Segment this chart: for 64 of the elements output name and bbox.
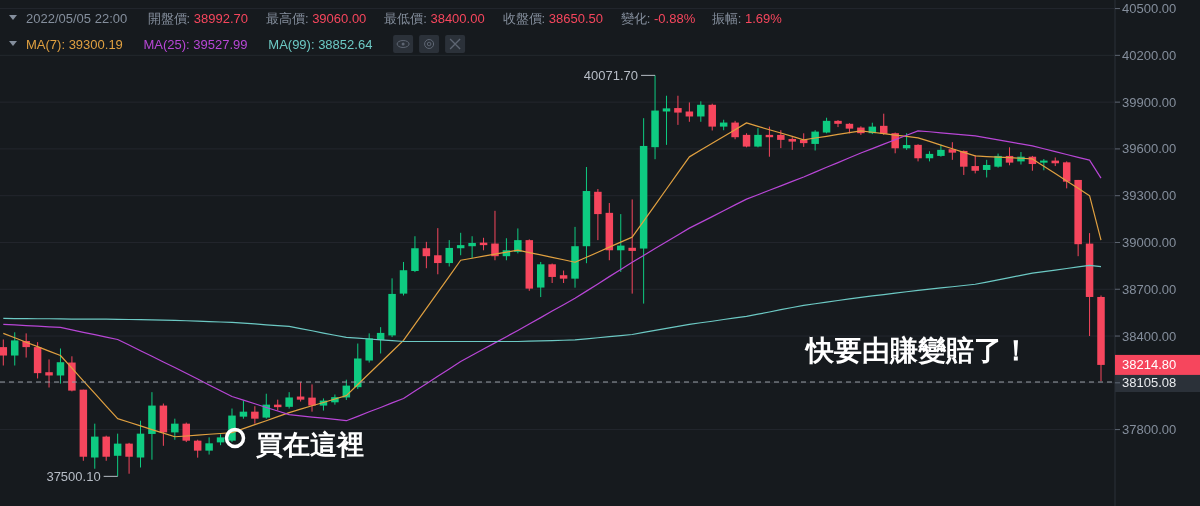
y-tick-label: 37800.00: [1122, 422, 1177, 438]
candlestick: [239, 400, 248, 420]
annotation: 收盤價: 38650.50: [502, 10, 603, 26]
candlestick: [594, 188, 602, 241]
candlestick: [617, 213, 625, 273]
candlestick: [10, 331, 19, 367]
candlestick: [834, 119, 842, 128]
candlestick: [674, 95, 682, 126]
y-tick-label: 39600.00: [1122, 141, 1177, 157]
candlestick: [971, 154, 979, 174]
candlestick: [514, 227, 522, 254]
ref-line-label: 38105.08: [1122, 374, 1177, 390]
text: 38214.80: [1122, 357, 1177, 373]
candlestick: [251, 405, 259, 425]
y-tick-label: 38700.00: [1122, 281, 1177, 297]
annotation: 最低價: 38400.00: [384, 10, 485, 26]
candlestick: [960, 149, 968, 176]
candlestick: [365, 332, 373, 364]
candlestick: [422, 241, 431, 269]
candlestick: [411, 235, 419, 273]
candlestick: [0, 338, 8, 367]
candlestick: [536, 261, 545, 298]
y-tick-label: 40200.00: [1122, 47, 1177, 63]
candlestick: [113, 433, 122, 477]
text: MA(99): 38852.64: [268, 36, 373, 52]
annotation: 開盤價: 38992.70: [147, 10, 249, 26]
candlestick: [491, 210, 499, 261]
candlestick: [102, 435, 110, 462]
candlestick: [685, 101, 694, 123]
text: MA(7): 39300.19: [26, 36, 123, 52]
annotation: 最高價: 39060.00: [265, 10, 367, 26]
annotation: 快要由賺變賠了！: [804, 334, 1030, 366]
candlestick: [399, 261, 408, 296]
candlestick: [1062, 160, 1071, 189]
candlestick: [468, 235, 476, 259]
candlestick: [205, 436, 213, 456]
candlestick: [296, 381, 305, 403]
candlestick: [125, 442, 133, 475]
y-tick-label: 40500.00: [1122, 1, 1177, 17]
candlestick: [445, 239, 453, 267]
candlestick: [136, 420, 145, 468]
annotation: 買在這裡: [256, 430, 364, 461]
annotation: 振幅: 1.69%: [711, 10, 783, 26]
annotation: 變化: -0.88%: [620, 10, 696, 26]
candlestick: [91, 423, 99, 470]
candlestick: [662, 95, 671, 146]
candlestick: [456, 232, 465, 256]
y-tick-label: 39900.00: [1122, 94, 1177, 110]
annotation: 40071.70: [583, 67, 639, 83]
y-tick-label: 39300.00: [1122, 188, 1177, 204]
candlestick: [308, 383, 316, 413]
candlestick: [731, 120, 739, 140]
y-tick-label: 38400.00: [1122, 328, 1177, 344]
candlestick: [434, 227, 442, 275]
y-tick-label: 39000.00: [1122, 235, 1177, 251]
text: MA(25): 39527.99: [143, 36, 248, 52]
candlestick: [171, 418, 179, 441]
annotation: 2022/05/05 22:00: [26, 10, 128, 26]
candlestick: [45, 358, 53, 388]
candlestick: [697, 100, 705, 123]
candlestick: [56, 348, 65, 385]
candlestick: [708, 103, 716, 132]
candlestick: [628, 198, 636, 295]
annotation: 37500.10: [46, 468, 101, 484]
